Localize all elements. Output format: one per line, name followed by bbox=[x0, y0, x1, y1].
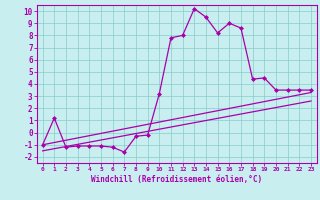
X-axis label: Windchill (Refroidissement éolien,°C): Windchill (Refroidissement éolien,°C) bbox=[91, 175, 262, 184]
